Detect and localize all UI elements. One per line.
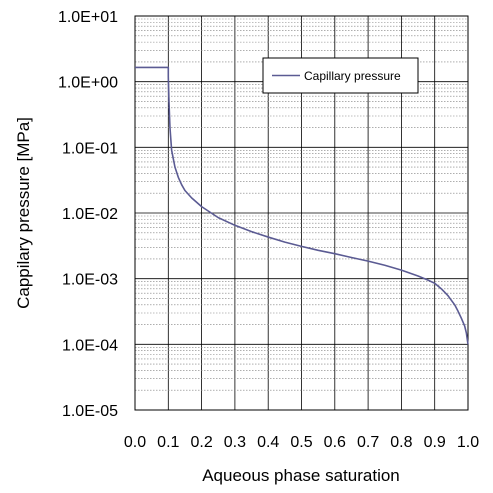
legend-label: Capillary pressure: [304, 69, 401, 83]
series-line-capillary-pressure: [135, 66, 469, 345]
y-tick-label: 1.0E-03: [62, 272, 118, 289]
x-tick-label: 0.8: [390, 434, 412, 451]
y-tick-label: 1.0E-02: [62, 206, 118, 223]
x-tick-label: 0.1: [157, 434, 179, 451]
y-tick-label: 1.0E+00: [58, 75, 118, 92]
y-tick-label: 1.0E-05: [62, 403, 118, 420]
legend: Capillary pressure: [262, 57, 419, 94]
y-tick-label: 1.0E-01: [62, 140, 118, 157]
x-tick-label: 0.3: [224, 434, 246, 451]
plot-area-border: [134, 15, 469, 411]
x-tick-label: 0.2: [190, 434, 212, 451]
x-axis-title: Aqueous phase saturation: [202, 466, 400, 485]
x-tick-label: 0.6: [324, 434, 346, 451]
y-tick-labels: 1.0E-05 1.0E-04 1.0E-03 1.0E-02 1.0E-01 1.0E+…: [58, 9, 118, 420]
x-tick-label: 0.7: [357, 434, 379, 451]
x-tick-label: 0.5: [290, 434, 312, 451]
x-tick-label: 0.4: [257, 434, 279, 451]
y-tick-label: 1.0E+01: [58, 9, 118, 26]
x-tick-labels: 0.0 0.1 0.2 0.3 0.4 0.5 0.6 0.7 0.8 0.9 1.0: [124, 434, 479, 451]
y-tick-label: 1.0E-04: [62, 337, 118, 354]
x-tick-label: 1.0: [457, 434, 479, 451]
x-tick-label: 0.0: [124, 434, 146, 451]
series-layer: [135, 66, 469, 345]
x-tick-label: 0.9: [424, 434, 446, 451]
y-axis-title: Cappilary pressure [MPa]: [14, 117, 33, 309]
